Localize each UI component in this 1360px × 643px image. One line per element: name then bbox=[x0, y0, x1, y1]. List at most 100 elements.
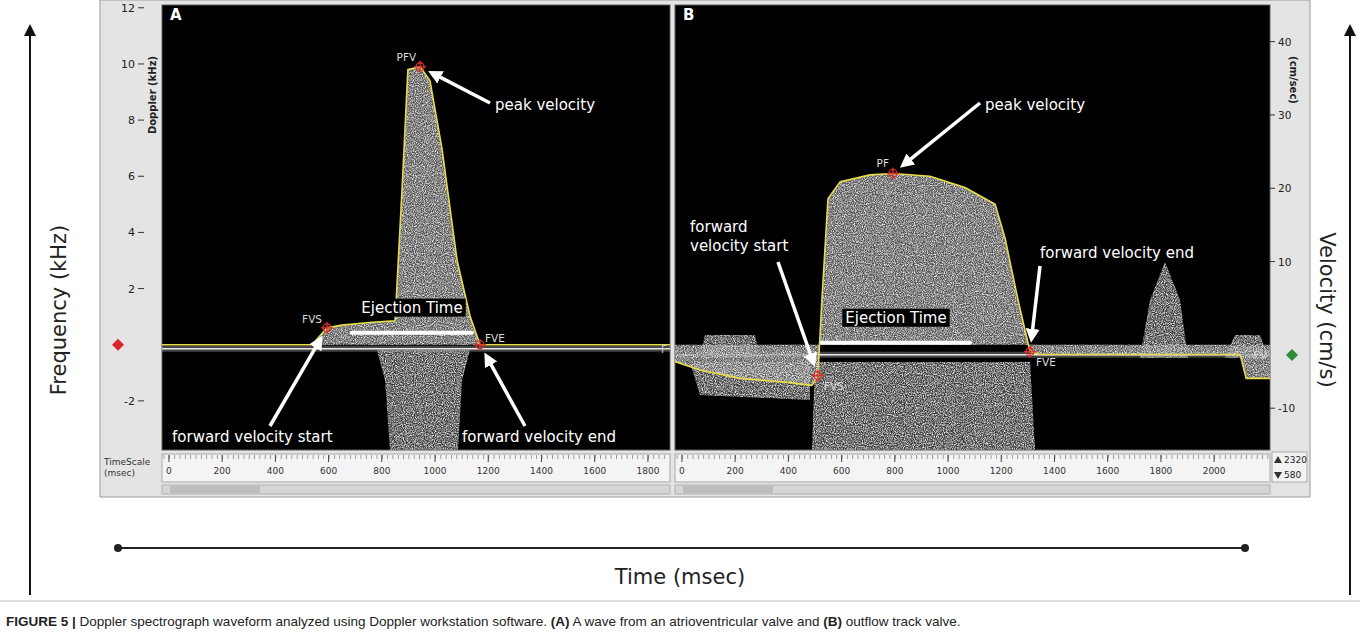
frequency-arrow bbox=[29, 30, 31, 595]
spinner-value: 580 bbox=[1284, 470, 1301, 480]
x-tick-label: 1800 bbox=[636, 466, 659, 476]
label-patch bbox=[358, 299, 465, 317]
y-tick-label: 10 bbox=[121, 58, 135, 71]
minor-ticks bbox=[163, 455, 669, 459]
spectrogram-shade bbox=[812, 362, 1035, 450]
x-tick-label: 1600 bbox=[1096, 466, 1119, 476]
x-tick bbox=[948, 455, 949, 462]
marker bbox=[321, 322, 333, 334]
x-tick bbox=[647, 455, 648, 462]
figure-axis-title: Frequency (kHz) bbox=[47, 225, 71, 396]
annotation: peak velocity bbox=[985, 96, 1085, 114]
axis-label: (cm/sec) bbox=[1288, 56, 1299, 104]
x-tick-label: 1200 bbox=[990, 466, 1013, 476]
x-tick-label: 200 bbox=[727, 466, 744, 476]
x-tick-label: 1200 bbox=[477, 466, 500, 476]
plot-area bbox=[162, 67, 670, 450]
x-tick bbox=[541, 455, 542, 462]
x-tick-label: 200 bbox=[214, 466, 231, 476]
scrollbar bbox=[675, 485, 1270, 494]
plot-frame bbox=[162, 5, 670, 450]
annotation: forward velocity end bbox=[1040, 244, 1194, 262]
y2-tick-label: 20 bbox=[1278, 182, 1291, 194]
ejection-time-label: Ejection Time bbox=[361, 299, 462, 317]
spectrum-grain bbox=[162, 67, 670, 345]
marker-label: PFV bbox=[397, 51, 417, 63]
y2-tick-label: 30 bbox=[1278, 109, 1291, 121]
figure-axis-title: Time (msec) bbox=[614, 565, 745, 589]
x-tick bbox=[1107, 455, 1108, 462]
spectrogram-grain bbox=[1140, 262, 1188, 358]
x-tick-label: 600 bbox=[833, 466, 850, 476]
time-ruler bbox=[675, 454, 1270, 482]
y-tick-label: 4 bbox=[128, 226, 135, 239]
spinner-value: 2320 bbox=[1284, 455, 1307, 465]
marker-label: FVE bbox=[1036, 356, 1056, 368]
zero-indicator bbox=[112, 339, 124, 351]
marker-label: FVE bbox=[485, 332, 505, 344]
figure: A-224681012Doppler (kHz)0200400600800100… bbox=[0, 0, 1360, 643]
panel: B-1010203040(cm/sec)02004006008001000120… bbox=[675, 5, 1299, 494]
y2-tick-label: 40 bbox=[1278, 36, 1291, 48]
x-tick-label: 1600 bbox=[583, 466, 606, 476]
annotation-arrow bbox=[488, 359, 525, 426]
marker bbox=[1024, 346, 1036, 358]
plot-frame bbox=[675, 5, 1270, 450]
annotation-arrow bbox=[434, 74, 490, 103]
edge-label: F bbox=[661, 343, 667, 355]
x-tick bbox=[681, 455, 682, 462]
y2-tick bbox=[1270, 41, 1275, 42]
ejection-time-bar bbox=[352, 331, 472, 335]
x-tick bbox=[488, 455, 489, 462]
x-tick bbox=[1160, 455, 1161, 462]
spectrogram-grain bbox=[812, 362, 1035, 450]
x-tick bbox=[222, 455, 223, 462]
x-tick bbox=[894, 455, 895, 462]
x-tick-label: 600 bbox=[320, 466, 337, 476]
y-tick-label: 8 bbox=[128, 114, 135, 127]
annotation-arrow bbox=[270, 342, 319, 426]
annotation: peak velocity bbox=[495, 96, 595, 114]
y-tick-label: 2 bbox=[128, 283, 135, 296]
y-tick-label: 6 bbox=[128, 170, 135, 183]
x-tick bbox=[594, 455, 595, 462]
x-tick bbox=[788, 455, 789, 462]
spectrogram-shade bbox=[1140, 262, 1188, 358]
label-patch bbox=[842, 309, 949, 327]
spinner-down bbox=[1274, 472, 1282, 479]
spinner-up bbox=[1274, 456, 1282, 463]
scrollbar bbox=[162, 485, 670, 494]
x-tick bbox=[735, 455, 736, 462]
annotation: forward velocity start bbox=[172, 428, 333, 446]
edge-label: FV bbox=[1254, 349, 1268, 361]
minor-ticks bbox=[676, 455, 1269, 459]
caption-part: A wave from an atrioventricular valve an… bbox=[570, 614, 824, 629]
y2-tick bbox=[1270, 261, 1275, 262]
velocity-trace bbox=[162, 67, 670, 345]
x-tick bbox=[168, 455, 169, 462]
annotation: forwardvelocity start bbox=[690, 218, 788, 255]
x-tick-label: 400 bbox=[780, 466, 797, 476]
plot-area bbox=[675, 174, 1270, 451]
zero-indicator bbox=[1286, 349, 1298, 361]
annotation-arrow bbox=[1032, 266, 1040, 336]
x-tick-label: 1400 bbox=[1043, 466, 1066, 476]
annotation: forward velocity end bbox=[462, 428, 616, 446]
time-ruler bbox=[162, 454, 670, 482]
spectrum-grain bbox=[675, 174, 1270, 386]
annotation-arrow bbox=[778, 262, 813, 361]
y2-tick bbox=[1270, 408, 1275, 409]
scrollbar-thumb bbox=[170, 486, 260, 493]
x-tick-label: 1000 bbox=[937, 466, 960, 476]
x-tick-label: 400 bbox=[267, 466, 284, 476]
velocity-arrow bbox=[1349, 30, 1351, 595]
x-tick-label: 1800 bbox=[1149, 466, 1172, 476]
y2-tick bbox=[1270, 188, 1275, 189]
x-tick bbox=[1214, 455, 1215, 462]
panel: A-224681012Doppler (kHz)0200400600800100… bbox=[112, 2, 670, 494]
x-tick-label: 1400 bbox=[530, 466, 553, 476]
marker-label: FVS bbox=[824, 380, 844, 392]
x-tick-label: 800 bbox=[886, 466, 903, 476]
time-line-end bbox=[114, 544, 122, 552]
spectrogram-shade bbox=[377, 350, 470, 450]
